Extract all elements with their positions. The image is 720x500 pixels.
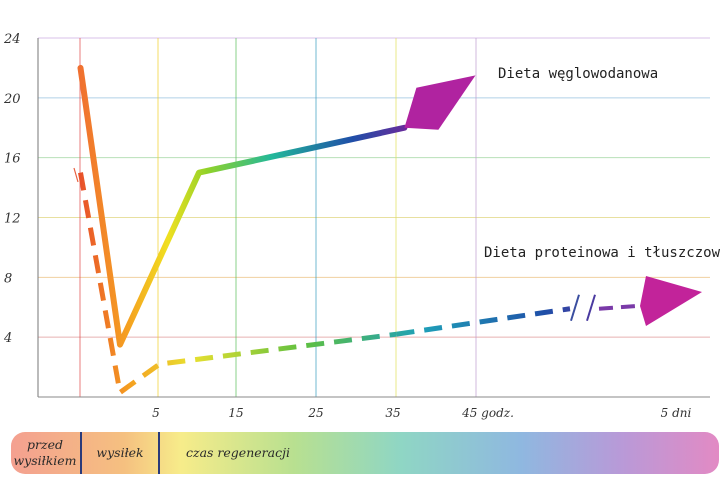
- y-tick-label: 12: [4, 212, 21, 227]
- series-label-carb: Dieta węglowodanowa: [498, 66, 658, 82]
- phase-label-recovery: czas regeneracji: [186, 445, 290, 460]
- series-label-protein: Dieta proteinowa i tłuszczowa: [484, 245, 720, 261]
- series-line-protein-after-break: [598, 303, 641, 311]
- x-tick-label: 5: [152, 406, 160, 420]
- x-tick-label: 35: [385, 406, 400, 420]
- phase-label-before: przed: [27, 437, 63, 452]
- phase-label-exercise: wysiłek: [96, 445, 143, 460]
- x-tick-labels: 5 15 25 35 45 godz. 5 dni: [152, 406, 691, 420]
- x-tick-label: 25: [307, 406, 323, 420]
- y-tick-label: 20: [3, 92, 21, 107]
- y-tick-labels: 4 8 12 16 20 24: [3, 32, 21, 346]
- axis-break-mark: [570, 294, 580, 322]
- arrowhead-carb: [404, 75, 476, 130]
- y-tick-label: 16: [4, 152, 21, 167]
- x-tick-label: 45 godz.: [461, 406, 514, 420]
- series-line-protein-tail: [396, 306, 571, 337]
- grid: [38, 37, 710, 397]
- series-line-carb: [77, 64, 408, 348]
- axes: [37, 38, 710, 398]
- y-tick-label: 8: [4, 271, 12, 286]
- x-tick-label: 5 dni: [661, 406, 692, 420]
- series-lines: [73, 64, 702, 396]
- pre-exercise-tick: [73, 167, 79, 183]
- x-tick-label: 15: [228, 406, 243, 420]
- phase-band-bar: [11, 432, 719, 474]
- phase-label-before-line2: wysiłkiem: [13, 453, 76, 468]
- arrowhead-protein: [640, 276, 702, 326]
- series-line-protein: [78, 172, 397, 396]
- y-tick-label: 4: [3, 331, 12, 346]
- series-labels: Dieta węglowodanowa Dieta proteinowa i tł…: [484, 66, 720, 261]
- y-tick-label: 24: [3, 32, 21, 47]
- axis-break-mark: [586, 294, 596, 322]
